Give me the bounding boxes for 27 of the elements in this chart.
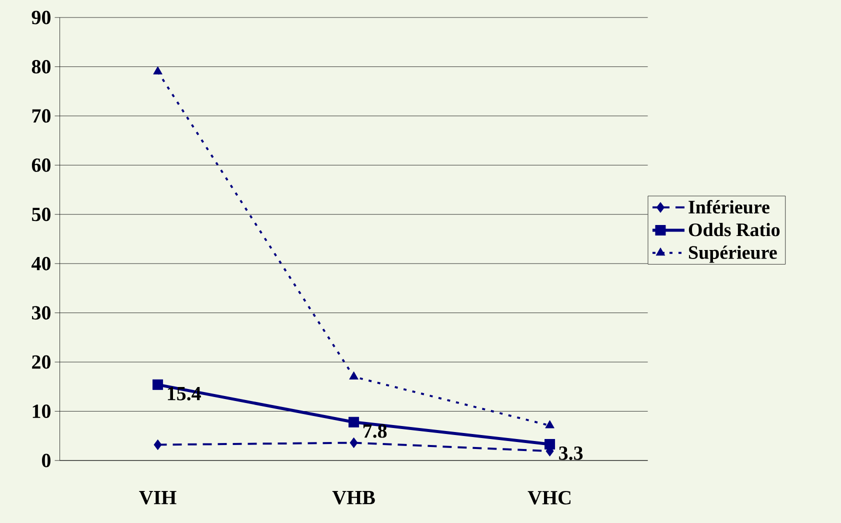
point [154,439,162,450]
x-tick-label: VHC [528,491,570,505]
y-tick-label: 80 [32,60,50,74]
legend-label: Inférieure [688,200,770,214]
legend-label: Odds Ratio [688,222,780,236]
point [152,379,164,390]
point [350,438,358,448]
y-tick-label: 10 [32,404,50,418]
point [153,66,162,74]
x-tick-label: VIH [139,491,176,504]
data-label: 15.4 [168,386,201,400]
x-tick-label: VHB [332,491,375,504]
point [544,438,556,450]
y-tick-label: 90 [32,10,50,24]
y-tick-label: 50 [32,208,50,222]
data-label: 7.8 [363,424,387,438]
data-label: 3.3 [559,446,583,460]
y-tick-label: 70 [32,109,50,123]
y-tick-label: 40 [32,256,50,270]
point [348,416,360,428]
point [349,372,358,380]
legend-label: Supérieure [688,246,777,263]
point [545,420,554,428]
y-tick-label: 20 [32,355,50,369]
y-tick-label: 60 [32,158,50,172]
y-tick-label: 0 [42,454,50,468]
y-tick-label: 30 [32,306,50,320]
